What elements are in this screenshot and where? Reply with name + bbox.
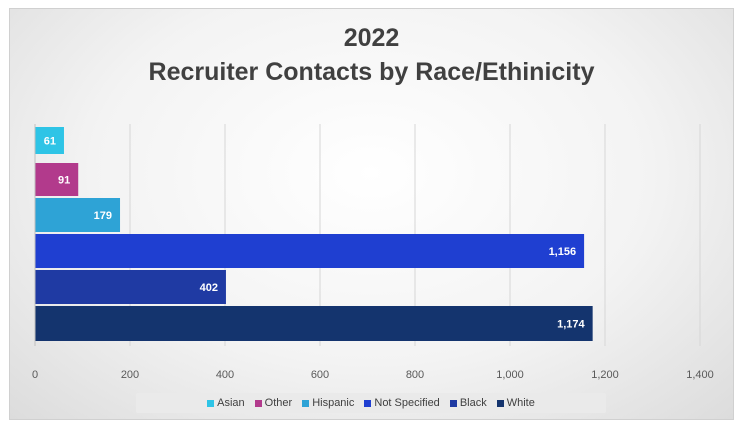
bar-hispanic xyxy=(35,198,121,232)
x-tick-label: 200 xyxy=(121,369,139,381)
chart-title: Recruiter Contacts by Race/Ethinicity xyxy=(148,58,595,86)
x-tick-label: 0 xyxy=(32,369,38,381)
legend-item: White xyxy=(496,397,535,409)
legend-swatch xyxy=(207,399,215,407)
legend-label: White xyxy=(506,397,535,409)
legend-swatch xyxy=(254,399,262,407)
x-tick-label: 1,400 xyxy=(686,369,714,381)
legend-item: Other xyxy=(254,397,293,409)
x-tick-label: 1,000 xyxy=(496,369,524,381)
legend-swatch xyxy=(496,399,504,407)
x-tick-label: 400 xyxy=(216,369,234,381)
bar-data-label: 61 xyxy=(44,136,56,148)
legend-label: Hispanic xyxy=(312,397,355,409)
legend-item: Not Specified xyxy=(364,397,440,409)
legend-label: Other xyxy=(264,397,293,409)
chart-title-year: 2022 xyxy=(343,24,400,52)
legend-label: Black xyxy=(459,397,487,409)
legend-label: Not Specified xyxy=(374,397,440,409)
bar-data-label: 91 xyxy=(58,175,70,187)
bar-data-label: 1,156 xyxy=(549,246,577,258)
chart-legend: Asian Other Hispanic Not Specified Black Whit… xyxy=(136,393,606,413)
bar-data-label: 179 xyxy=(94,210,112,222)
bar-data-label: 1,174 xyxy=(557,319,585,331)
legend-swatch xyxy=(449,399,457,407)
x-tick-label: 800 xyxy=(406,369,424,381)
legend-swatch xyxy=(364,399,372,407)
bar-not-specified xyxy=(35,234,585,268)
bar-data-label: 402 xyxy=(200,282,218,294)
bar-asian xyxy=(35,127,64,154)
x-tick-label: 1,200 xyxy=(591,369,619,381)
bar-other xyxy=(35,163,79,196)
legend-swatch xyxy=(302,399,310,407)
legend-item: Asian xyxy=(207,397,245,409)
bar-white xyxy=(35,306,593,341)
bar-black xyxy=(35,270,226,304)
legend-item: Black xyxy=(449,397,487,409)
x-tick-label: 600 xyxy=(311,369,329,381)
legend-item: Hispanic xyxy=(302,397,354,409)
legend-label: Asian xyxy=(217,397,245,409)
